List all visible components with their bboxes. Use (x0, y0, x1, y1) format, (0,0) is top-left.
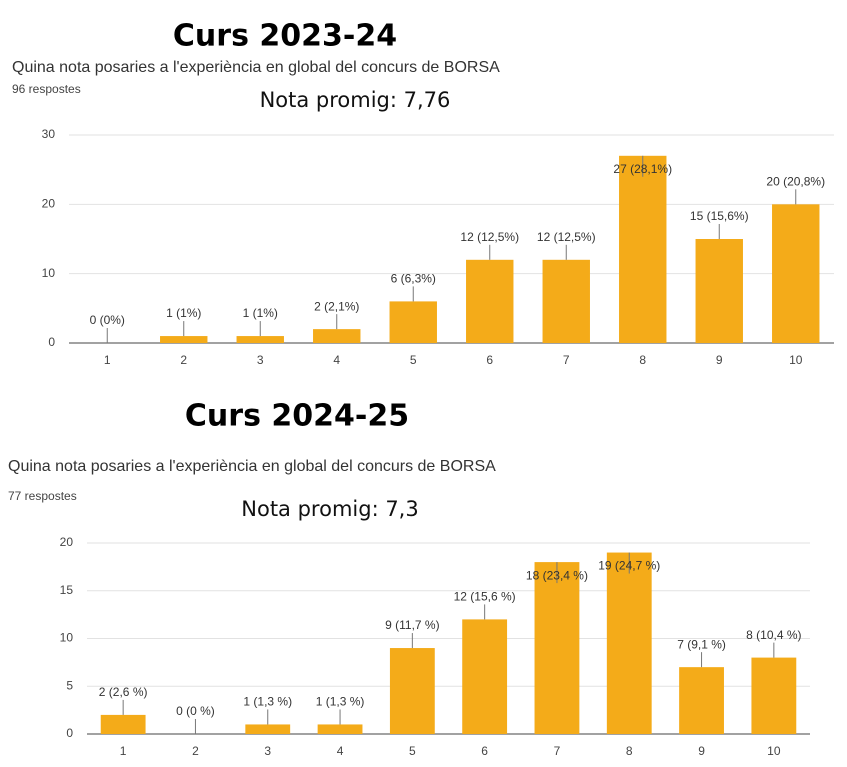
y-tick-label: 20 (42, 197, 56, 211)
x-tick-label: 3 (257, 353, 264, 367)
x-tick-label: 5 (410, 353, 417, 367)
value-label: 12 (12,5%) (460, 230, 519, 244)
question: Quina nota posaries a l'experiència en g… (12, 59, 500, 76)
bar (679, 667, 724, 734)
x-tick-label: 2 (180, 353, 187, 367)
bar (619, 155, 667, 343)
y-tick-label: 15 (60, 583, 74, 597)
bar (245, 724, 291, 734)
x-tick-label: 3 (264, 744, 271, 758)
value-label: 8 (10,4 %) (746, 628, 801, 642)
average: Nota promig: 7,76 (260, 88, 451, 112)
value-label: 12 (12,5%) (537, 230, 596, 244)
value-label: 27 (28,1%) (613, 162, 672, 176)
y-tick-label: 5 (66, 678, 73, 692)
value-label: 0 (0%) (90, 313, 125, 327)
x-tick-label: 1 (120, 744, 127, 758)
bar (772, 204, 820, 343)
x-tick-label: 6 (481, 744, 488, 758)
y-tick-label: 20 (60, 535, 74, 549)
y-tick-label: 30 (42, 127, 56, 141)
bar (534, 562, 580, 734)
x-tick-label: 10 (767, 744, 781, 758)
bar (389, 301, 437, 343)
question: Quina nota posaries a l'experiència en g… (8, 458, 496, 475)
x-tick-label: 4 (337, 744, 344, 758)
bar (606, 552, 652, 734)
value-label: 12 (15,6 %) (454, 590, 516, 604)
value-label: 7 (9,1 %) (677, 637, 726, 651)
value-label: 20 (20,8%) (766, 175, 825, 189)
value-label: 1 (1,3 %) (316, 695, 365, 709)
chart-title: Curs 2023-24 (173, 19, 397, 54)
bar (100, 714, 146, 734)
value-label: 19 (24,7 %) (598, 559, 660, 573)
x-tick-label: 6 (486, 353, 493, 367)
bar (695, 239, 743, 343)
x-tick-label: 9 (716, 353, 723, 367)
value-label: 1 (1%) (243, 306, 278, 320)
bar (462, 619, 508, 734)
y-tick-label: 10 (60, 631, 74, 645)
bar (466, 259, 514, 343)
x-tick-label: 7 (563, 353, 570, 367)
value-label: 1 (1%) (166, 306, 201, 320)
bar (313, 329, 361, 343)
x-tick-label: 8 (639, 353, 646, 367)
value-label: 18 (23,4 %) (526, 568, 588, 582)
bar (317, 724, 363, 734)
value-label: 2 (2,1%) (314, 299, 359, 313)
value-label: 15 (15,6%) (690, 209, 749, 223)
x-tick-label: 1 (104, 353, 111, 367)
responses: 77 respostes (8, 489, 77, 503)
x-tick-label: 9 (698, 744, 705, 758)
x-tick-label: 7 (554, 744, 561, 758)
responses: 96 respostes (12, 82, 81, 96)
y-tick-label: 0 (66, 726, 73, 740)
x-tick-label: 8 (626, 744, 633, 758)
bar (160, 336, 208, 343)
x-tick-label: 4 (333, 353, 340, 367)
value-label: 6 (6,3%) (391, 272, 436, 286)
bar (389, 648, 435, 734)
x-tick-label: 10 (789, 353, 803, 367)
y-tick-label: 10 (42, 266, 56, 280)
value-label: 9 (11,7 %) (385, 618, 439, 632)
value-label: 2 (2,6 %) (99, 685, 148, 699)
average: Nota promig: 7,3 (241, 497, 418, 521)
value-label: 0 (0 %) (176, 704, 215, 718)
bar (751, 657, 797, 734)
value-label: 1 (1,3 %) (243, 695, 292, 709)
x-tick-label: 5 (409, 744, 416, 758)
bar (542, 259, 590, 343)
chart-title: Curs 2024-25 (185, 399, 409, 434)
bar (236, 336, 284, 343)
x-tick-label: 2 (192, 744, 199, 758)
y-tick-label: 0 (48, 335, 55, 349)
